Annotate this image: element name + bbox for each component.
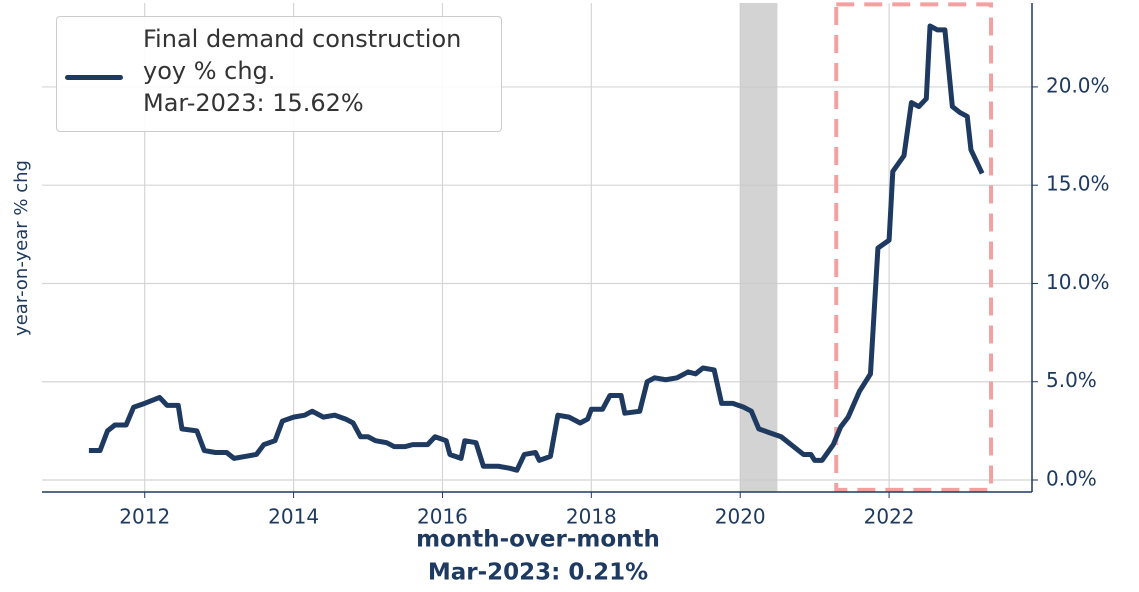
y-tick-label: 5.0% — [1046, 368, 1097, 392]
legend-swatch — [65, 75, 123, 80]
x-tick-label: 2012 — [119, 505, 170, 529]
x-tick-label: 2014 — [268, 505, 319, 529]
x-tick-label: 2016 — [417, 505, 468, 529]
y-tick-label: 10.0% — [1046, 270, 1110, 294]
annotation: month-over-month — [416, 527, 660, 553]
highlight-box — [834, 2, 994, 492]
y-tick-label: 0.0% — [1046, 467, 1097, 491]
line-series — [88, 23, 985, 473]
legend: Final demand construction yoy % chg. Mar… — [56, 16, 502, 132]
y-tick-label: 15.0% — [1046, 172, 1110, 196]
legend-note: Mar-2023: 15.62% — [143, 89, 364, 117]
x-tick-label: 2018 — [566, 505, 617, 529]
x-tick-label: 2020 — [715, 505, 766, 529]
x-tick-label: 2022 — [864, 505, 915, 529]
legend-text: Final demand construction yoy % chg. Mar… — [143, 23, 503, 119]
y-tick-label: 20.0% — [1046, 73, 1110, 97]
annotation: Mar-2023: 0.21% — [428, 560, 648, 586]
y-axis-label: year-on-year % chg — [11, 160, 32, 336]
shaded-span — [740, 3, 778, 492]
legend-label: Final demand construction yoy % chg. — [143, 25, 462, 85]
